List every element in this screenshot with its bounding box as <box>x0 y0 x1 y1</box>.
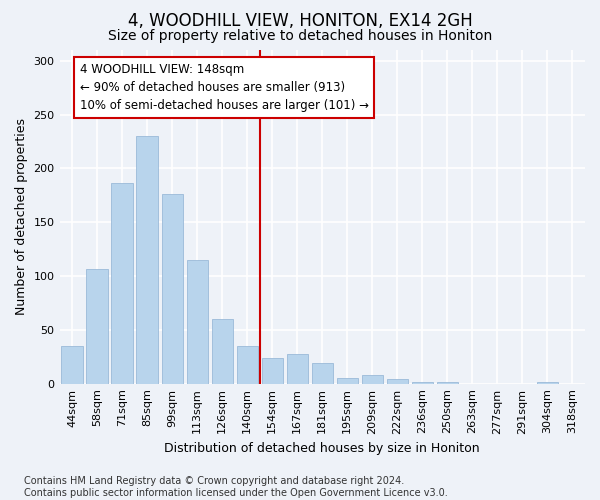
Bar <box>136 136 158 384</box>
Bar <box>362 375 383 384</box>
Text: Contains HM Land Registry data © Crown copyright and database right 2024.
Contai: Contains HM Land Registry data © Crown c… <box>24 476 448 498</box>
Bar <box>337 378 358 384</box>
Text: 4, WOODHILL VIEW, HONITON, EX14 2GH: 4, WOODHILL VIEW, HONITON, EX14 2GH <box>128 12 472 30</box>
Bar <box>437 382 458 384</box>
Bar <box>311 363 333 384</box>
Bar <box>412 382 433 384</box>
Bar <box>236 346 258 384</box>
Bar <box>61 346 83 384</box>
Bar <box>387 380 408 384</box>
Text: Size of property relative to detached houses in Honiton: Size of property relative to detached ho… <box>108 29 492 43</box>
Bar <box>262 358 283 384</box>
Bar <box>212 319 233 384</box>
Bar <box>287 354 308 384</box>
X-axis label: Distribution of detached houses by size in Honiton: Distribution of detached houses by size … <box>164 442 480 455</box>
Bar <box>86 268 108 384</box>
Text: 4 WOODHILL VIEW: 148sqm
← 90% of detached houses are smaller (913)
10% of semi-d: 4 WOODHILL VIEW: 148sqm ← 90% of detache… <box>80 63 368 112</box>
Bar <box>537 382 558 384</box>
Bar <box>112 184 133 384</box>
Bar <box>187 260 208 384</box>
Bar <box>161 194 183 384</box>
Y-axis label: Number of detached properties: Number of detached properties <box>15 118 28 316</box>
